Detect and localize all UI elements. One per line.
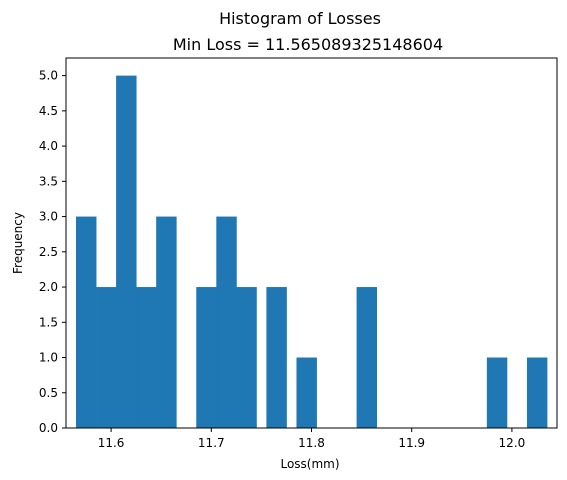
histogram-bar-11 bbox=[356, 287, 378, 428]
y-tick-label: 5.0 bbox=[39, 69, 58, 83]
y-tick-label: 3.0 bbox=[39, 210, 58, 224]
chart-title: Min Loss = 11.565089325148604 bbox=[173, 35, 443, 54]
y-tick-label: 0.5 bbox=[39, 386, 58, 400]
histogram-bar-6 bbox=[196, 287, 217, 428]
x-tick-label: 11.9 bbox=[398, 436, 425, 450]
x-tick-label: 11.6 bbox=[98, 436, 125, 450]
x-axis: 11.6 11.7 11.8 11.9 12.0 bbox=[98, 428, 526, 450]
histogram-bar-1 bbox=[76, 216, 97, 428]
y-tick-label: 4.0 bbox=[39, 139, 58, 153]
y-axis-label: Frequency bbox=[11, 212, 25, 274]
y-tick-label: 1.0 bbox=[39, 351, 58, 365]
histogram-bar-13 bbox=[526, 357, 548, 428]
chart-suptitle: Histogram of Losses bbox=[219, 9, 381, 28]
y-axis: 0.0 0.5 1.0 1.5 2.0 2.5 3.0 3.5 4.0 4.5 5.0 bbox=[39, 69, 66, 435]
x-tick-label: 11.7 bbox=[198, 436, 225, 450]
x-tick-label: 12.0 bbox=[499, 436, 526, 450]
y-tick-label: 2.0 bbox=[39, 280, 58, 294]
bars-group bbox=[76, 75, 548, 429]
y-tick-label: 1.5 bbox=[39, 315, 58, 329]
histogram-bar-4 bbox=[136, 287, 157, 428]
x-tick-label: 11.8 bbox=[298, 436, 325, 450]
x-axis-label: Loss(mm) bbox=[280, 457, 339, 471]
histogram-bar-2 bbox=[96, 287, 117, 428]
histogram-bar-7 bbox=[216, 216, 237, 428]
histogram-bar-12 bbox=[486, 357, 508, 428]
histogram-bar-8 bbox=[236, 287, 257, 428]
y-tick-label: 2.5 bbox=[39, 245, 58, 259]
y-tick-label: 0.0 bbox=[39, 421, 58, 435]
histogram-bar-3 bbox=[116, 75, 137, 429]
histogram-bar-10 bbox=[296, 357, 317, 428]
y-tick-label: 4.5 bbox=[39, 104, 58, 118]
histogram-bar-5 bbox=[156, 216, 177, 428]
histogram-bar-9 bbox=[266, 287, 287, 428]
y-tick-label: 3.5 bbox=[39, 174, 58, 188]
